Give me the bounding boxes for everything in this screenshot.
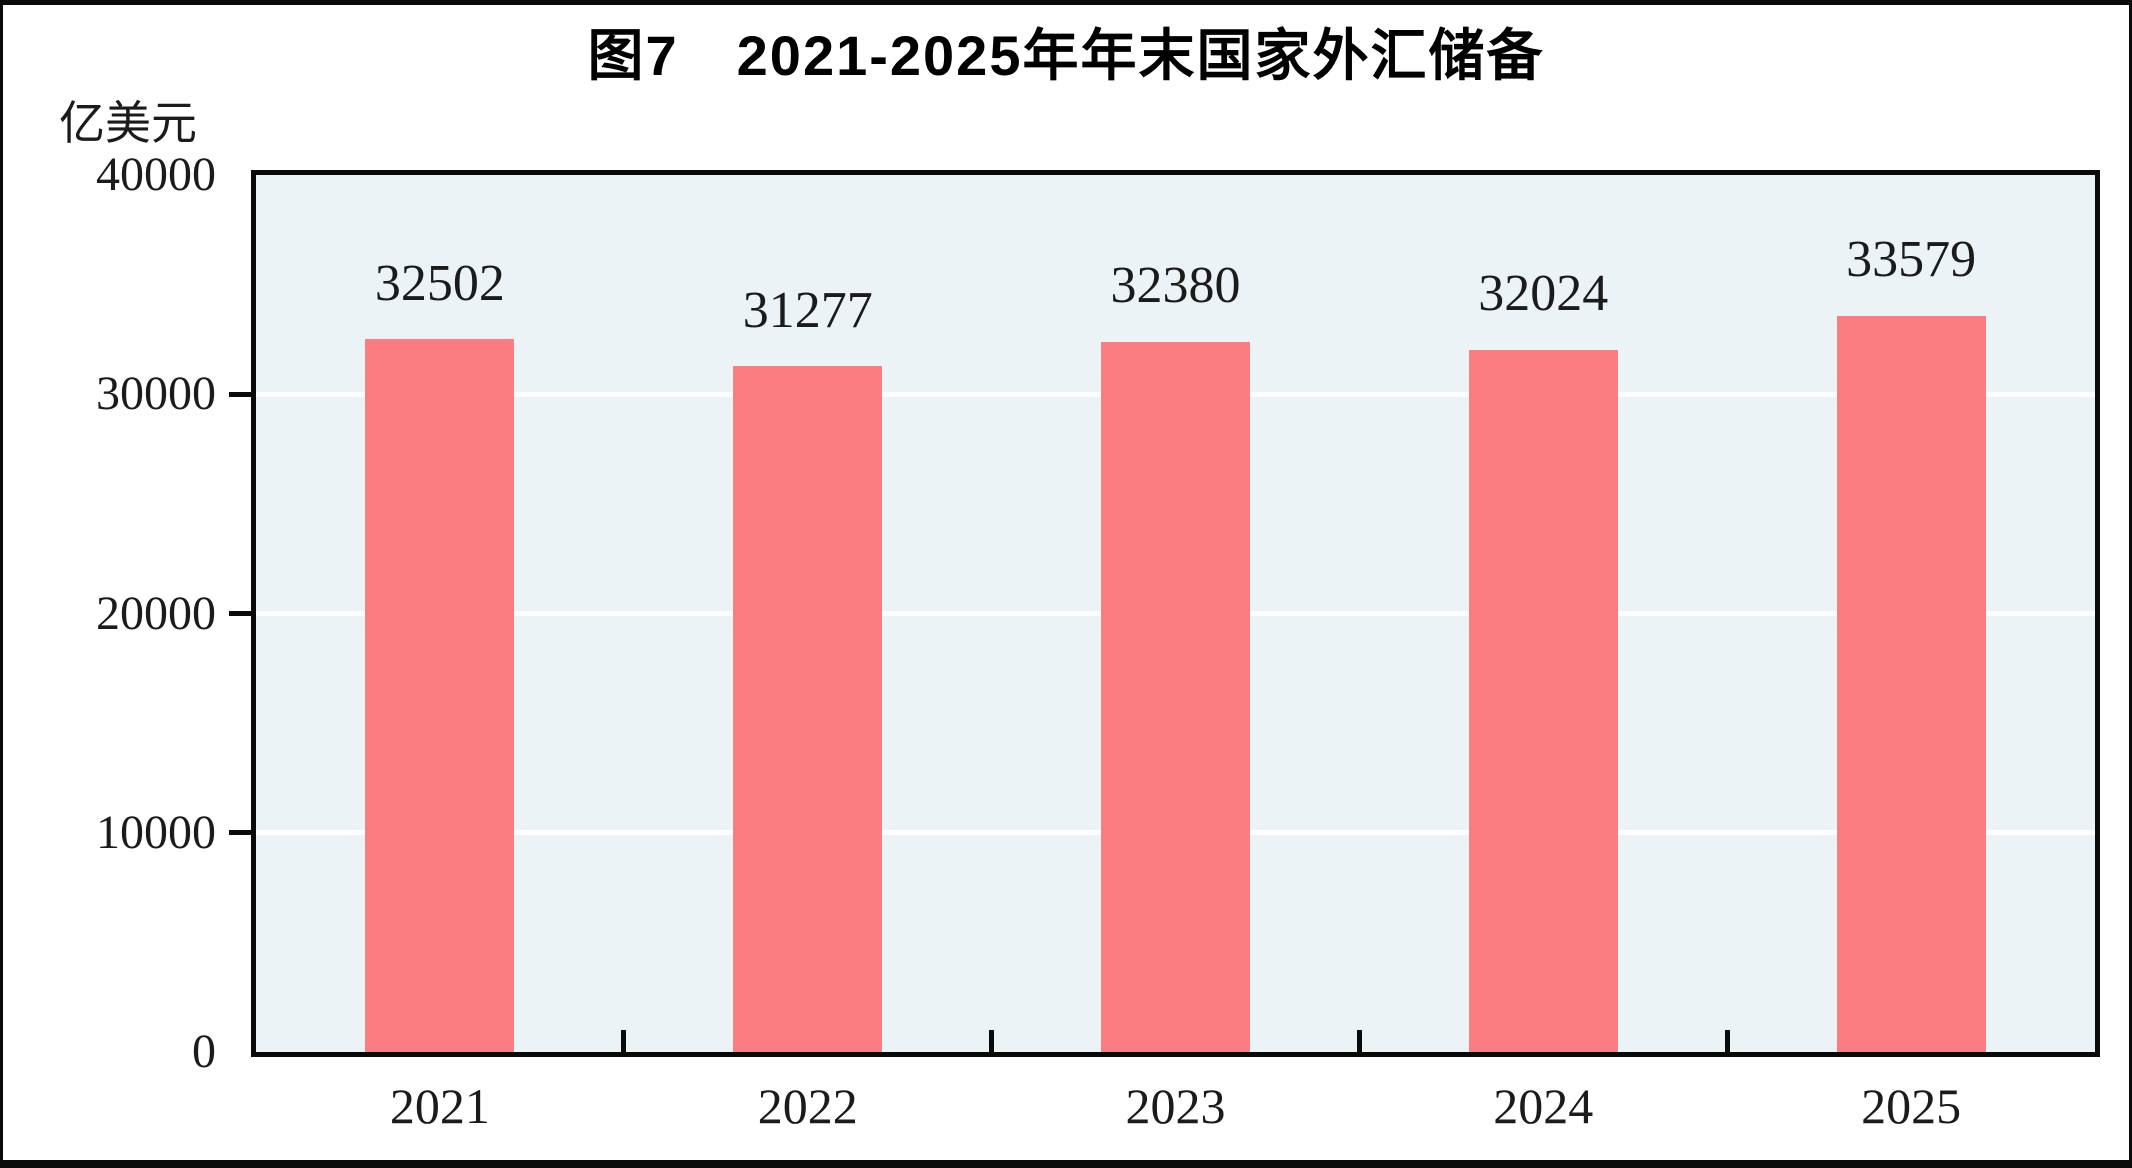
y-tick-label-0: 0 bbox=[192, 1025, 216, 1078]
y-tick-label-10000: 10000 bbox=[96, 805, 216, 859]
x-tick-label-2023: 2023 bbox=[1125, 1078, 1226, 1134]
bar-value-label-2021: 32502 bbox=[374, 254, 505, 312]
x-axis-tick bbox=[1356, 1030, 1362, 1052]
y-axis-tick bbox=[229, 391, 251, 397]
x-tick-label-2024: 2024 bbox=[1493, 1078, 1594, 1134]
bar-2022 bbox=[733, 366, 883, 1052]
bar-2024 bbox=[1468, 349, 1618, 1052]
bar-2021 bbox=[365, 339, 515, 1052]
bar-value-label-2024: 32024 bbox=[1478, 265, 1609, 323]
x-tick-label-2025: 2025 bbox=[1861, 1078, 1962, 1134]
x-tick-label-2021: 2021 bbox=[389, 1078, 490, 1134]
bar-2025 bbox=[1836, 315, 1986, 1052]
y-tick-label-30000: 30000 bbox=[96, 367, 216, 421]
bar-value-label-2025: 33579 bbox=[1846, 231, 1977, 289]
bar-2023 bbox=[1101, 342, 1250, 1052]
x-axis-tick bbox=[989, 1030, 995, 1052]
y-tick-label-40000: 40000 bbox=[96, 148, 216, 201]
y-axis-unit-label: 亿美元 bbox=[59, 98, 197, 149]
bar-value-label-2023: 32380 bbox=[1110, 257, 1241, 315]
x-axis-tick bbox=[621, 1030, 627, 1052]
bar-value-label-2022: 31277 bbox=[742, 281, 873, 339]
plot-area: 32502 31277 32380 32024 33579 bbox=[251, 170, 2100, 1057]
x-axis-tick bbox=[1724, 1030, 1730, 1052]
y-tick-label-20000: 20000 bbox=[96, 586, 216, 640]
chart-title: 图7 2021-2025年年末国家外汇储备 bbox=[587, 24, 1545, 87]
y-axis-tick bbox=[229, 611, 251, 616]
y-axis-tick bbox=[229, 830, 251, 836]
x-tick-label-2022: 2022 bbox=[757, 1078, 858, 1134]
